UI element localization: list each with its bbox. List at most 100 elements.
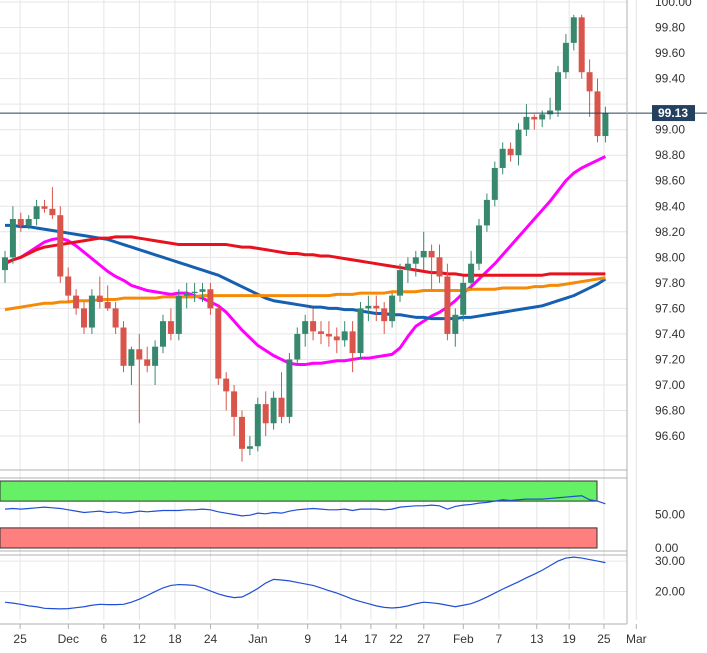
candle[interactable] [112, 302, 119, 334]
candle-body[interactable] [17, 219, 24, 226]
candle-body[interactable] [389, 295, 396, 322]
candle[interactable] [586, 59, 593, 117]
candle-body[interactable] [112, 308, 119, 328]
candle-body[interactable] [65, 276, 72, 296]
candle[interactable] [199, 282, 206, 303]
candle-body[interactable] [515, 129, 522, 156]
candle[interactable] [302, 314, 309, 347]
candle-body[interactable] [420, 250, 427, 258]
candle-body[interactable] [499, 148, 506, 168]
candle[interactable] [25, 215, 32, 230]
candle-body[interactable] [33, 206, 40, 220]
candle[interactable] [152, 340, 159, 385]
candle-body[interactable] [223, 378, 230, 392]
candle-body[interactable] [167, 321, 174, 334]
candle[interactable] [191, 282, 198, 303]
candle-body[interactable] [175, 295, 182, 334]
candle[interactable] [325, 321, 332, 347]
candle[interactable] [49, 187, 56, 220]
candle[interactable] [468, 250, 475, 290]
candle[interactable] [33, 199, 40, 226]
candle[interactable] [460, 276, 467, 322]
candle[interactable] [404, 257, 411, 283]
candle-body[interactable] [191, 291, 198, 294]
candle-body[interactable] [41, 206, 48, 209]
candle-body[interactable] [104, 302, 111, 309]
candle[interactable] [88, 289, 95, 334]
candle-body[interactable] [507, 148, 514, 156]
candle[interactable] [167, 308, 174, 341]
candle[interactable] [594, 78, 601, 143]
candle-body[interactable] [460, 282, 467, 315]
candle[interactable] [507, 142, 514, 162]
candle[interactable] [452, 308, 459, 347]
candle-body[interactable] [278, 397, 285, 417]
candle[interactable] [81, 302, 87, 334]
candle[interactable] [294, 327, 301, 366]
candle[interactable] [310, 308, 317, 341]
candle-body[interactable] [491, 167, 498, 200]
candle-body[interactable] [349, 331, 356, 354]
candle-body[interactable] [381, 308, 388, 322]
candle[interactable] [547, 97, 554, 120]
candle[interactable] [555, 65, 561, 117]
candle[interactable] [65, 267, 72, 303]
candle-body[interactable] [81, 308, 87, 328]
candle-body[interactable] [404, 263, 411, 271]
candle[interactable] [373, 295, 380, 322]
candle-body[interactable] [476, 225, 482, 264]
candle[interactable] [41, 199, 48, 213]
candle[interactable] [389, 293, 396, 328]
candle[interactable] [602, 106, 609, 143]
candle-body[interactable] [412, 257, 419, 264]
candle-body[interactable] [96, 295, 103, 303]
candle[interactable] [183, 282, 190, 309]
candle-body[interactable] [602, 113, 609, 137]
candle[interactable] [128, 346, 135, 385]
candle[interactable] [9, 206, 16, 264]
candle-body[interactable] [333, 336, 340, 341]
candle-body[interactable] [183, 293, 190, 296]
candle-body[interactable] [555, 72, 561, 111]
candle-body[interactable] [341, 331, 348, 341]
candle[interactable] [436, 244, 443, 283]
candle-body[interactable] [586, 72, 593, 92]
candle-body[interactable] [57, 215, 64, 277]
candle-body[interactable] [286, 359, 293, 417]
candle-body[interactable] [397, 270, 403, 296]
candle-body[interactable] [318, 331, 324, 334]
candle[interactable] [262, 391, 269, 437]
candle[interactable] [160, 314, 166, 354]
candle-body[interactable] [562, 42, 569, 73]
candle-body[interactable] [452, 314, 459, 334]
candle-body[interactable] [436, 257, 443, 277]
candle-body[interactable] [254, 404, 261, 447]
candle-body[interactable] [9, 219, 16, 258]
candle[interactable] [207, 282, 214, 315]
candle[interactable] [286, 353, 293, 424]
candle[interactable] [578, 14, 585, 79]
candle[interactable] [365, 295, 372, 322]
candle[interactable] [428, 244, 435, 290]
candle[interactable] [2, 250, 8, 283]
candle-body[interactable] [539, 114, 546, 120]
candle-body[interactable] [231, 391, 238, 417]
candle-body[interactable] [294, 333, 301, 360]
candle-body[interactable] [547, 110, 554, 115]
candle[interactable] [57, 206, 64, 283]
candle-body[interactable] [302, 321, 309, 334]
candle-body[interactable] [357, 308, 364, 354]
candle[interactable] [420, 231, 427, 271]
candle-body[interactable] [152, 346, 159, 366]
candle[interactable] [341, 321, 348, 347]
candle[interactable] [223, 372, 230, 411]
candle[interactable] [231, 384, 238, 437]
candle-body[interactable] [531, 116, 538, 120]
candle-body[interactable] [215, 308, 222, 379]
candle-body[interactable] [25, 219, 32, 226]
candle-body[interactable] [239, 416, 245, 449]
candle[interactable] [491, 161, 498, 207]
candle[interactable] [96, 276, 103, 309]
candle[interactable] [444, 263, 451, 341]
candle-body[interactable] [207, 289, 214, 309]
